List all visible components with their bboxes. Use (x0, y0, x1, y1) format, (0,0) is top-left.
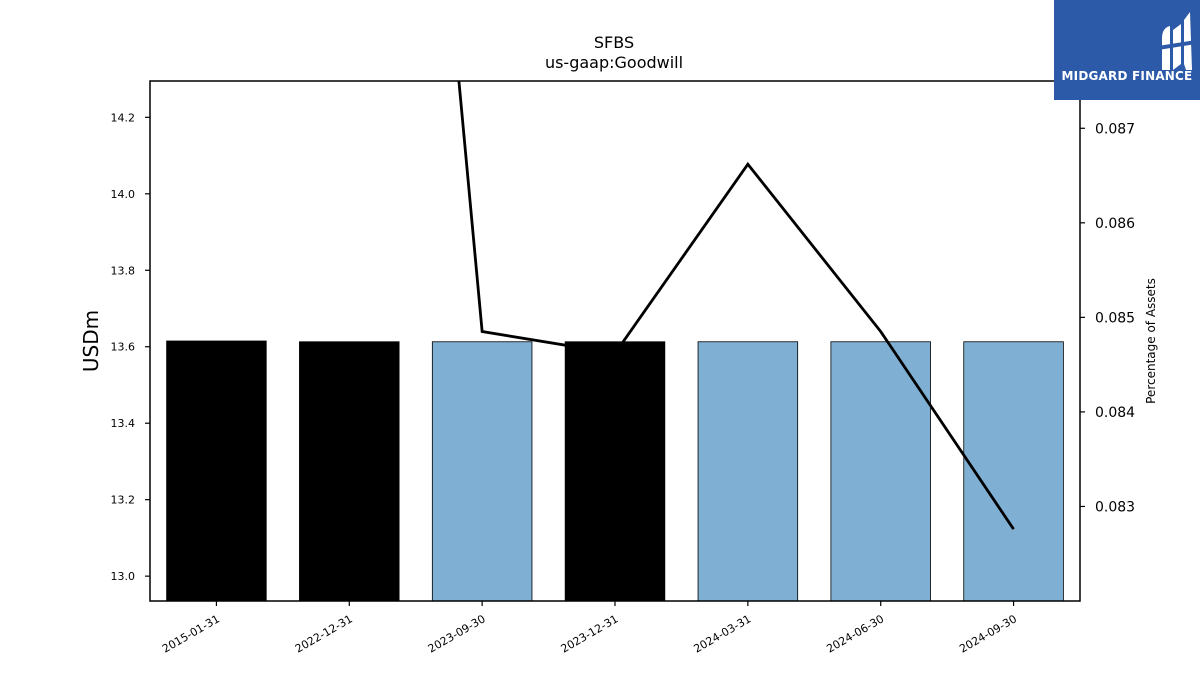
percentage-of-assets-line (457, 81, 1015, 530)
y-axis-label: USDm (79, 310, 103, 372)
y2-axis-label: Percentage of Assets (1144, 278, 1158, 404)
x-tick-label: 2024-09-30 (957, 612, 1019, 655)
chart-subtitle: us-gaap:Goodwill (545, 53, 683, 72)
y-axis-left: 13.0 13.2 13.4 13.6 13.8 14.0 14.2 (111, 111, 150, 583)
y-tick-label: 13.4 (111, 417, 136, 430)
y2-tick-label: 0.087 (1095, 121, 1135, 137)
y2-tick-label: 0.085 (1095, 310, 1135, 326)
x-tick-label: 2023-12-31 (559, 612, 621, 655)
y2-tick-label: 0.083 (1095, 499, 1135, 515)
bar-2023-09-30 (431, 341, 533, 602)
x-tick-label: 2024-06-30 (824, 612, 886, 655)
logo-mark-icon (1158, 12, 1196, 70)
bar-2024-06-30 (830, 341, 931, 602)
y2-tick-label: 0.086 (1095, 216, 1135, 232)
y-tick-label: 13.6 (111, 341, 136, 354)
chart-title: SFBS (594, 33, 634, 52)
bar-2023-12-31 (564, 341, 666, 602)
line-layer (457, 81, 1015, 530)
logo: MIDGARD FINANCE (1054, 0, 1200, 100)
x-tick-label: 2024-03-31 (691, 612, 753, 655)
x-axis: 2015-01-31 2022-12-31 2023-09-30 2023-12-31… (160, 601, 1019, 656)
bar-2024-09-30 (963, 341, 1064, 602)
y-tick-label: 13.0 (111, 570, 136, 583)
logo-text: MIDGARD FINANCE (1061, 69, 1193, 83)
bar-2015-01-31 (166, 340, 267, 602)
bar-2022-12-31 (299, 341, 400, 602)
x-tick-label: 2022-12-31 (293, 612, 355, 655)
x-tick-label: 2023-09-30 (426, 612, 488, 655)
y-tick-label: 14.2 (111, 111, 136, 124)
y-tick-label: 13.8 (111, 264, 136, 277)
y-tick-label: 14.0 (111, 188, 136, 201)
x-tick-label: 2015-01-31 (160, 612, 222, 655)
bar-2024-03-31 (697, 341, 799, 602)
y-tick-label: 13.2 (111, 494, 136, 507)
bars-layer (166, 340, 1064, 602)
y2-tick-label: 0.084 (1095, 405, 1135, 421)
y-axis-right: 0.083 0.084 0.085 0.086 0.087 (1080, 121, 1135, 515)
